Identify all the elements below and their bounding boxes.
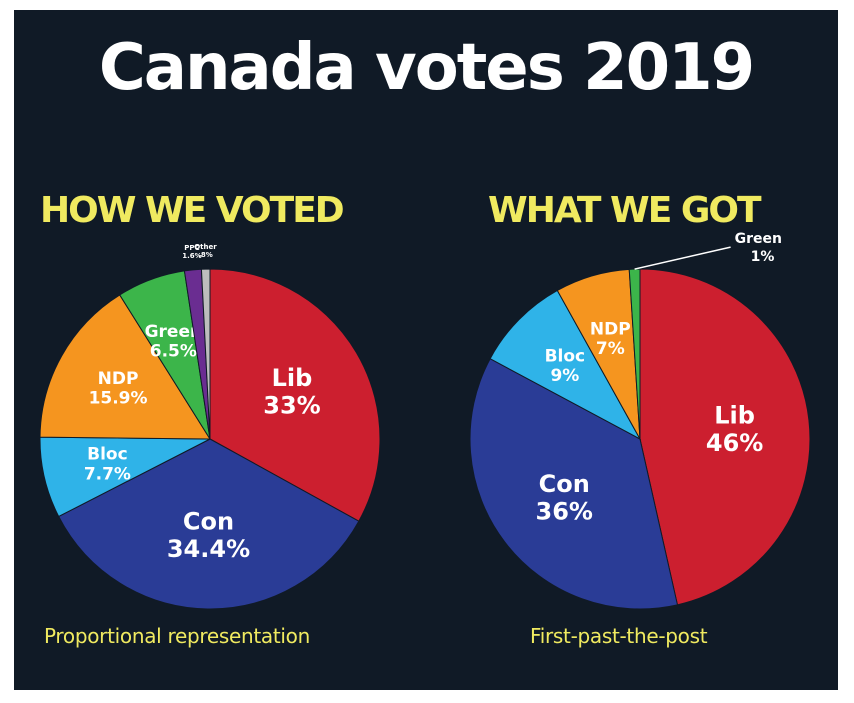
pie-slice-how-we-voted-other xyxy=(200,268,211,440)
slice-value-what-we-got-bloc: 9% xyxy=(550,366,579,386)
pie-slice-how-we-voted-lib xyxy=(209,268,381,522)
slice-label-how-we-voted-con: Con xyxy=(183,507,234,535)
left-chart-heading: HOW WE VOTED xyxy=(40,190,345,231)
right-chart-caption: First-past-the-post xyxy=(530,624,708,648)
slice-value-what-we-got-ndp: 7% xyxy=(596,339,625,359)
slice-label-what-we-got-green: Green xyxy=(735,231,782,247)
left-chart-caption: Proportional representation xyxy=(44,624,310,648)
slice-value-what-we-got-con: 36% xyxy=(536,497,593,525)
pie-slice-how-we-voted-ndp xyxy=(39,294,211,440)
slice-label-how-we-voted-bloc: Bloc xyxy=(87,445,128,465)
main-title: Canada votes 2019 xyxy=(98,31,755,105)
pie-slice-what-we-got-bloc xyxy=(489,289,642,441)
pie-slice-what-we-got-con xyxy=(469,358,679,610)
slice-label-how-we-voted-other: Other xyxy=(194,243,217,251)
slice-value-how-we-voted-green: 6.5% xyxy=(150,341,197,361)
slice-label-what-we-got-con: Con xyxy=(539,470,590,498)
slice-label-how-we-voted-green: Green xyxy=(145,322,203,342)
leader-line-what-we-got-green xyxy=(634,246,731,270)
slice-value-what-we-got-lib: 46% xyxy=(706,429,763,457)
slice-label-what-we-got-ndp: NDP xyxy=(590,319,631,339)
slice-value-how-we-voted-con: 34.4% xyxy=(167,535,250,563)
slice-value-how-we-voted-lib: 33% xyxy=(263,391,320,419)
pie-charts: Lib33%Con34.4%Bloc7.7%NDP15.9%Green6.5%P… xyxy=(39,231,811,610)
slice-value-how-we-voted-ndp: 15.9% xyxy=(89,389,148,409)
pie-slice-how-we-voted-con xyxy=(58,438,360,610)
slice-value-what-we-got-green: 1% xyxy=(751,249,775,265)
slice-label-what-we-got-bloc: Bloc xyxy=(545,347,586,367)
slice-label-how-we-voted-ppc: PPC xyxy=(184,244,199,252)
right-chart-heading: WHAT WE GOT xyxy=(488,190,762,231)
slice-label-how-we-voted-lib: Lib xyxy=(272,364,313,392)
slice-value-how-we-voted-other: .8% xyxy=(198,251,213,259)
infographic-poster: Canada votes 2019 HOW WE VOTED WHAT WE G… xyxy=(14,10,838,690)
slice-value-how-we-voted-bloc: 7.7% xyxy=(84,464,131,484)
slice-label-how-we-voted-ndp: NDP xyxy=(98,369,139,389)
slice-value-how-we-voted-ppc: 1.6% xyxy=(182,252,201,260)
slice-label-what-we-got-lib: Lib xyxy=(714,402,755,430)
pie-slice-what-we-got-lib xyxy=(639,268,811,606)
